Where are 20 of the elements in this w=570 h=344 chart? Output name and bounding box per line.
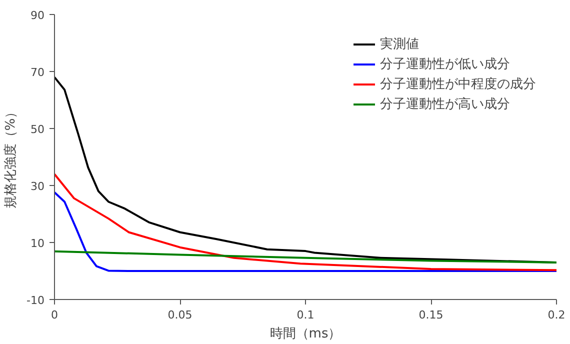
x-tick-label: 0 xyxy=(51,308,58,322)
y-tick-label: -10 xyxy=(26,294,44,307)
y-tick-label: 10 xyxy=(30,237,45,250)
y-axis-title: 規格化強度（%） xyxy=(2,105,19,209)
x-tick-label: 0.15 xyxy=(418,308,444,322)
x-axis-title: 時間（ms） xyxy=(270,326,342,342)
line-series xyxy=(54,191,556,272)
legend-label: 分子運動性が高い成分 xyxy=(380,96,510,113)
y-tick-label: 50 xyxy=(30,123,45,136)
line-series xyxy=(54,250,556,264)
line-series xyxy=(54,173,556,272)
x-tick-label: 0.1 xyxy=(296,308,314,322)
x-tick-label: 0.2 xyxy=(548,308,566,322)
y-tick-label: 90 xyxy=(30,9,45,22)
y-tick-label: 30 xyxy=(30,180,45,193)
legend-label: 実測値 xyxy=(380,36,419,53)
legend-label: 分子運動性が低い成分 xyxy=(380,56,510,73)
legend-label: 分子運動性が中程度の成分 xyxy=(380,76,536,93)
y-tick-label: 70 xyxy=(30,66,45,79)
x-tick-label: 0.05 xyxy=(168,308,192,322)
